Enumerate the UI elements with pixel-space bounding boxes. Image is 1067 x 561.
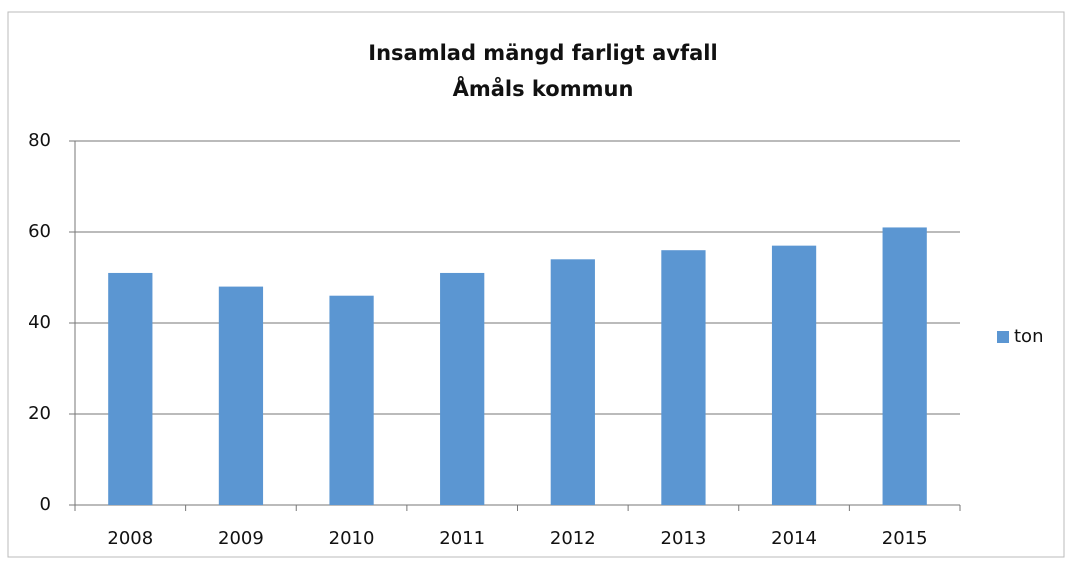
x-tick-label: 2011: [439, 528, 485, 549]
x-tick-label: 2010: [329, 528, 375, 549]
chart-title: Insamlad mängd farligt avfall: [368, 41, 717, 65]
x-tick-label: 2014: [771, 528, 817, 549]
bar: [882, 227, 927, 505]
bar: [440, 272, 485, 505]
y-tick-label: 40: [28, 312, 51, 333]
x-tick-label: 2012: [550, 528, 596, 549]
x-tick-label: 2008: [107, 528, 153, 549]
chart-frame: [7, 11, 1065, 558]
y-tick-label: 80: [28, 130, 51, 151]
bar: [661, 250, 706, 505]
bar: [329, 295, 374, 505]
x-tick-label: 2015: [882, 528, 928, 549]
y-tick-label: 60: [28, 221, 51, 242]
bar: [218, 286, 264, 505]
y-tick-label: 20: [28, 403, 51, 424]
legend-label: ton: [1014, 326, 1043, 347]
bar: [771, 245, 817, 505]
x-tick-label: 2013: [661, 528, 707, 549]
legend-swatch: [997, 331, 1009, 343]
bar: [550, 259, 595, 505]
bar: [108, 272, 153, 505]
x-tick-label: 2009: [218, 528, 264, 549]
chart-subtitle: Åmåls kommun: [453, 76, 634, 101]
y-tick-label: 0: [40, 494, 51, 515]
